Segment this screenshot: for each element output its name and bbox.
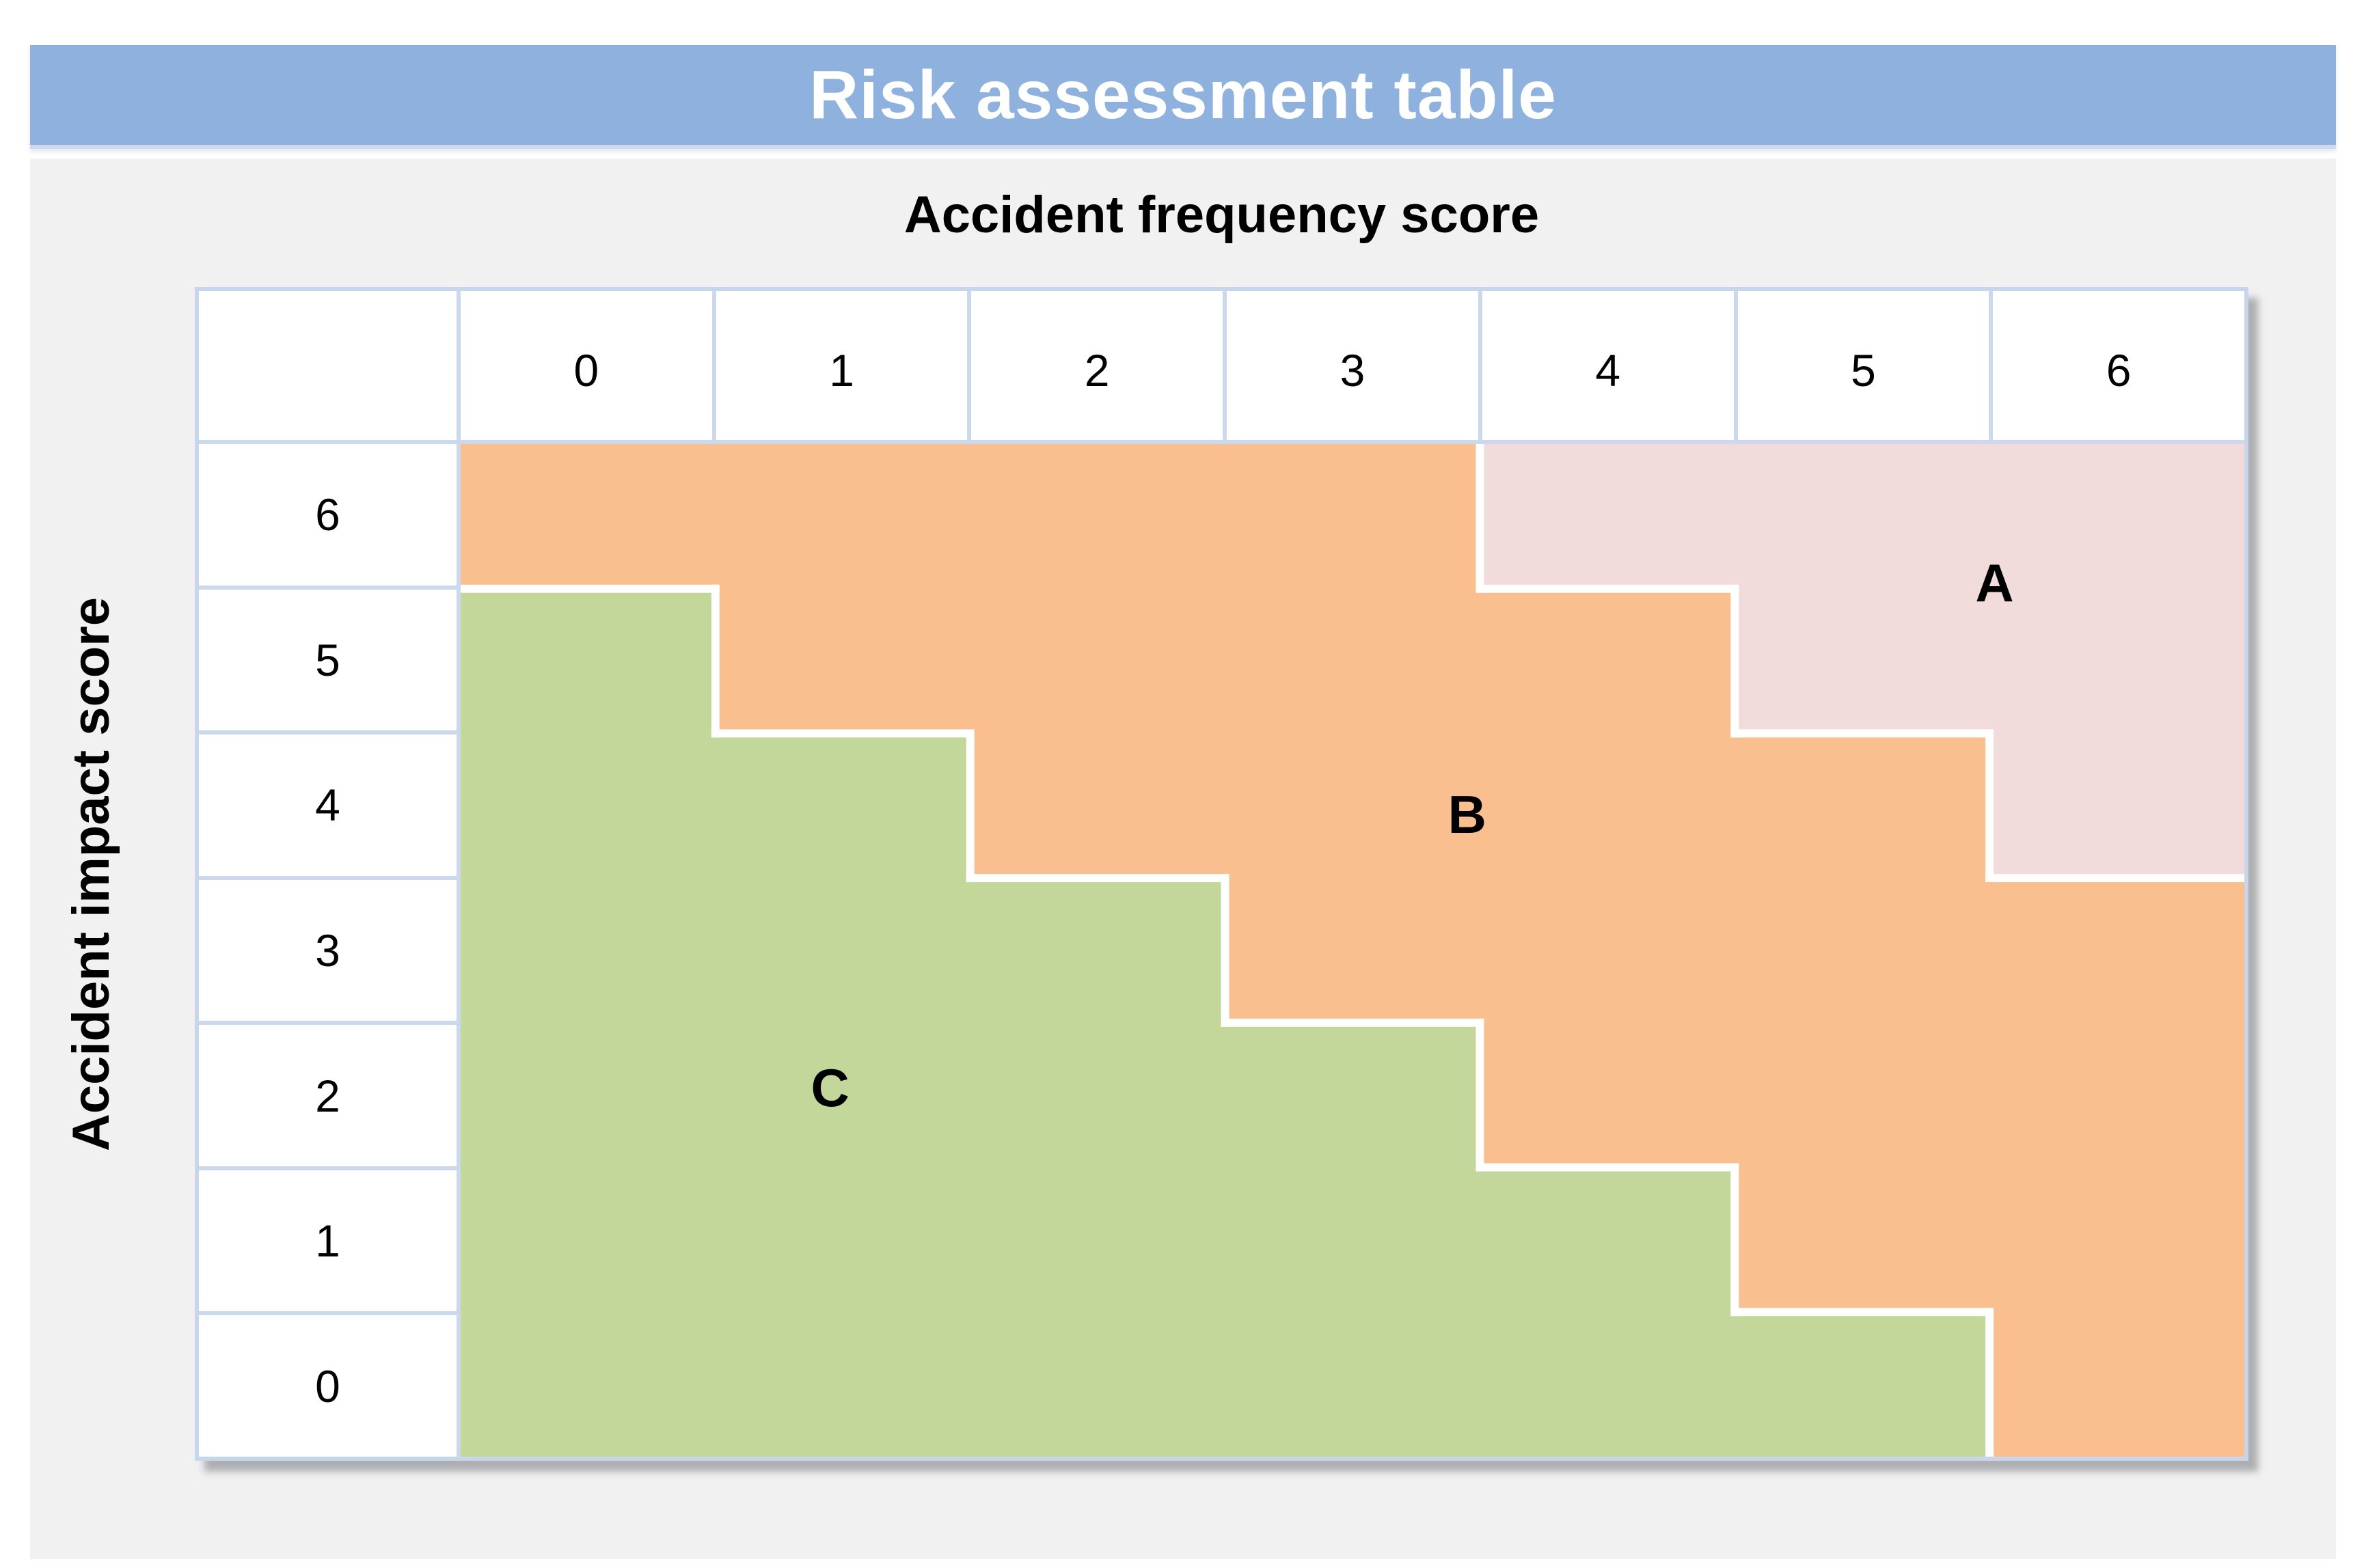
zone-cell-B — [970, 444, 1227, 590]
zone-cell-B — [1225, 588, 1481, 734]
zone-cell-B — [461, 444, 717, 590]
title-bar: Risk assessment table — [30, 45, 2336, 149]
zone-boundary — [1221, 874, 1229, 1027]
col-header-5: 5 — [1733, 291, 1989, 440]
x-axis-title: Accident frequency score — [903, 185, 1540, 244]
zone-cell-C — [970, 1167, 1227, 1313]
zone-cell-C — [1225, 1167, 1481, 1313]
row-header-6: 6 — [199, 440, 457, 586]
zone-cell-C — [461, 588, 717, 734]
zone-cell-C — [461, 1312, 717, 1457]
zone-cell-A — [1989, 588, 2244, 734]
zone-cell-B — [715, 588, 972, 734]
zone-boundary — [461, 584, 720, 593]
zone-cell-C — [715, 1167, 972, 1313]
zone-boundary — [1730, 1163, 1739, 1317]
zone-cell-B — [1735, 1022, 1991, 1169]
y-axis-title-wrap: Accident impact score — [33, 287, 149, 1461]
col-header-0: 0 — [457, 291, 712, 440]
zone-boundary — [1476, 1018, 1484, 1172]
zone-boundary — [1221, 1018, 1484, 1027]
zone-cell-C — [461, 733, 717, 879]
zone-cell-A — [1480, 444, 1736, 590]
row-header-0: 0 — [199, 1311, 457, 1457]
matrix-body: A B C — [457, 440, 2244, 1457]
zone-cell-C — [461, 878, 717, 1024]
zone-boundary — [966, 874, 1229, 883]
zone-cell-C — [1225, 1312, 1481, 1457]
zone-boundary — [711, 729, 975, 738]
zone-boundary — [1476, 444, 1484, 593]
zone-cell-C — [970, 1022, 1227, 1169]
zone-cell-B — [1480, 733, 1736, 879]
zone-cell-C — [715, 1312, 972, 1457]
page-title: Risk assessment table — [809, 56, 1557, 133]
zone-boundary — [1985, 874, 2244, 883]
row-header-3: 3 — [199, 875, 457, 1021]
zone-boundary — [966, 729, 975, 883]
y-axis-title: Accident impact score — [62, 596, 120, 1151]
zone-label-c: C — [811, 1058, 849, 1118]
col-header-3: 3 — [1223, 291, 1478, 440]
zone-cell-C — [1480, 1167, 1736, 1313]
zone-label-a: A — [1975, 553, 2014, 614]
zone-cell-B — [1480, 588, 1736, 734]
zone-cell-B — [1735, 878, 1991, 1024]
zone-cell-A — [1735, 588, 1991, 734]
row-header-1: 1 — [199, 1166, 457, 1312]
row-header-5: 5 — [199, 585, 457, 731]
zone-boundary — [1476, 1163, 1739, 1172]
zone-cell-C — [461, 1022, 717, 1169]
zone-cell-B — [1989, 878, 2244, 1024]
zone-boundary — [1730, 584, 1739, 738]
zone-cell-B — [715, 444, 972, 590]
zone-boundary — [1476, 584, 1739, 593]
zone-cell-A — [1735, 444, 1991, 590]
zone-cell-C — [715, 878, 972, 1024]
zone-cell-B — [1480, 1022, 1736, 1169]
col-header-1: 1 — [711, 291, 968, 440]
zone-boundary — [1985, 1308, 1994, 1457]
zone-boundary — [1730, 1308, 1994, 1317]
row-header-4: 4 — [199, 730, 457, 876]
zone-cell-C — [970, 878, 1227, 1024]
col-header-4: 4 — [1478, 291, 1734, 440]
col-header-6: 6 — [1989, 291, 2244, 440]
zone-cell-B — [1735, 733, 1991, 879]
zone-cell-B — [1989, 1022, 2244, 1169]
zone-boundary — [711, 584, 720, 738]
zone-cell-B — [1989, 1312, 2244, 1457]
zone-cell-A — [1989, 733, 2244, 879]
zone-cell-A — [1989, 444, 2244, 590]
risk-matrix-heatmap — [461, 444, 2244, 1457]
col-header-2: 2 — [967, 291, 1223, 440]
row-header-2: 2 — [199, 1021, 457, 1166]
zone-cell-C — [970, 1312, 1227, 1457]
zone-cell-C — [715, 1022, 972, 1169]
zone-cell-B — [1480, 878, 1736, 1024]
zone-cell-C — [1735, 1312, 1991, 1457]
zone-cell-B — [1225, 733, 1481, 879]
zone-label-b: B — [1447, 784, 1486, 844]
zone-boundary — [1730, 729, 1994, 738]
zone-cell-C — [461, 1167, 717, 1313]
zone-cell-B — [970, 588, 1227, 734]
zone-cell-B — [1989, 1167, 2244, 1313]
zone-cell-C — [1480, 1312, 1736, 1457]
zone-boundary — [1985, 729, 1994, 883]
corner-cell — [199, 291, 457, 440]
zone-cell-C — [1225, 1022, 1481, 1169]
zone-cell-B — [970, 733, 1227, 879]
zone-cell-B — [1225, 444, 1481, 590]
zone-cell-C — [715, 733, 972, 879]
zone-cell-B — [1225, 878, 1481, 1024]
zone-cell-B — [1735, 1167, 1991, 1313]
